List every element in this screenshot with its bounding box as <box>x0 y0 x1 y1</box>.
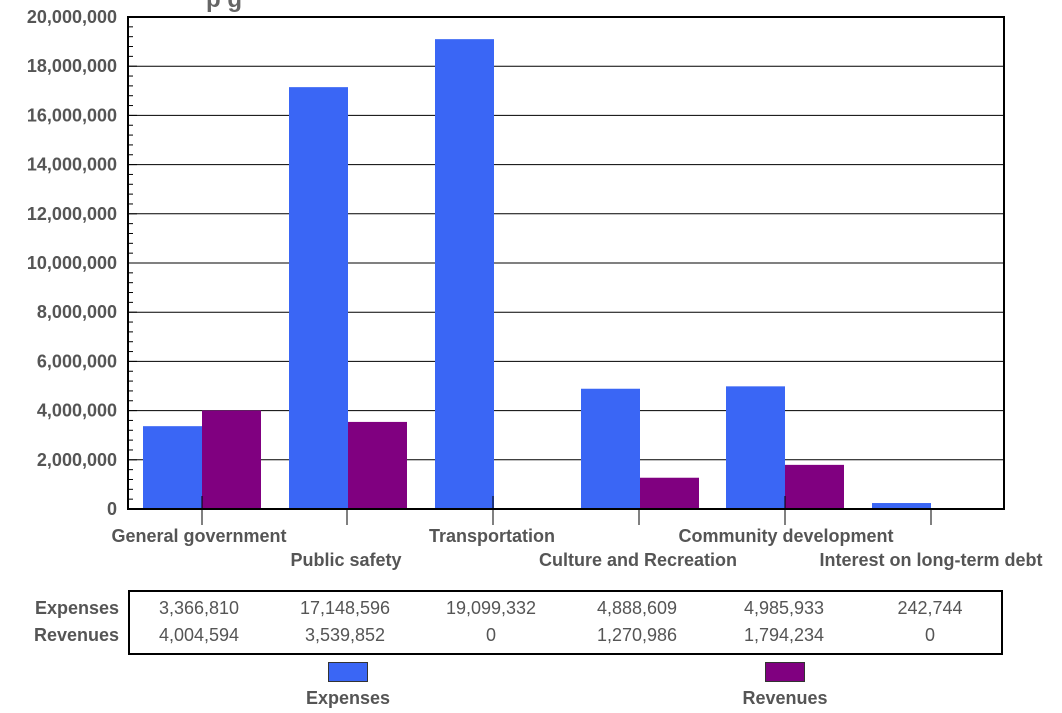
y-tick-label: 4,000,000 <box>37 401 117 421</box>
y-tick-label: 16,000,000 <box>27 105 117 125</box>
x-category-label: Community development <box>678 526 893 546</box>
bar-revenues <box>202 410 261 509</box>
table-cell: 242,744 <box>897 598 963 618</box>
table-cell: 0 <box>485 625 496 645</box>
bar-expenses <box>289 87 348 510</box>
x-category-label: Transportation <box>429 526 555 546</box>
y-tick-label: 6,000,000 <box>37 351 117 371</box>
y-tick-label: 10,000,000 <box>27 253 117 273</box>
table-cell: 1,794,234 <box>743 625 825 645</box>
bar-revenues <box>348 421 407 509</box>
y-tick-label: 12,000,000 <box>27 204 117 224</box>
legend-label-revenues: Revenues <box>742 688 828 708</box>
plot-frame <box>127 16 1005 510</box>
bar-expenses <box>872 503 931 509</box>
table-row-label: Revenues <box>33 625 119 645</box>
table-cell: 4,985,933 <box>743 598 825 618</box>
y-tick-label: 14,000,000 <box>27 155 117 175</box>
y-tick-label: 0 <box>107 499 117 519</box>
y-tick-label: 8,000,000 <box>37 302 117 322</box>
table-cell: 4,004,594 <box>158 625 240 645</box>
bar-expenses <box>435 39 494 509</box>
table-cell: 19,099,332 <box>445 598 537 618</box>
x-category-label: Public safety <box>290 550 401 570</box>
x-category-label: Interest on long-term debt <box>819 550 1042 570</box>
chart-title-fragment: p g <box>206 0 242 14</box>
legend-swatch-expenses <box>328 662 368 682</box>
legend-label-expenses: Expenses <box>305 688 391 708</box>
bar-revenues <box>785 464 844 509</box>
y-tick-label: 2,000,000 <box>37 450 117 470</box>
table-cell: 1,270,986 <box>596 625 678 645</box>
table-row-label: Expenses <box>34 598 119 618</box>
table-cell: 0 <box>924 625 935 645</box>
table-cell: 3,539,852 <box>304 625 386 645</box>
table-cell: 17,148,596 <box>299 598 391 618</box>
legend-swatch-revenues <box>765 662 805 682</box>
chart-plot: 0 2,000,000 4,000,000 6,000,000 8,000,000 10,… <box>27 7 1043 570</box>
data-table <box>128 590 1003 655</box>
bar-expenses <box>143 426 202 509</box>
x-category-label: Culture and Recreation <box>539 550 737 570</box>
bar-expenses <box>726 386 785 509</box>
y-tick-label: 18,000,000 <box>27 56 117 76</box>
y-tick-label: 20,000,000 <box>27 7 117 27</box>
table-cell: 4,888,609 <box>596 598 678 618</box>
bar-revenues <box>640 477 699 509</box>
bar-expenses <box>581 388 640 509</box>
x-category-label: General government <box>111 526 286 546</box>
table-cell: 3,366,810 <box>158 598 240 618</box>
